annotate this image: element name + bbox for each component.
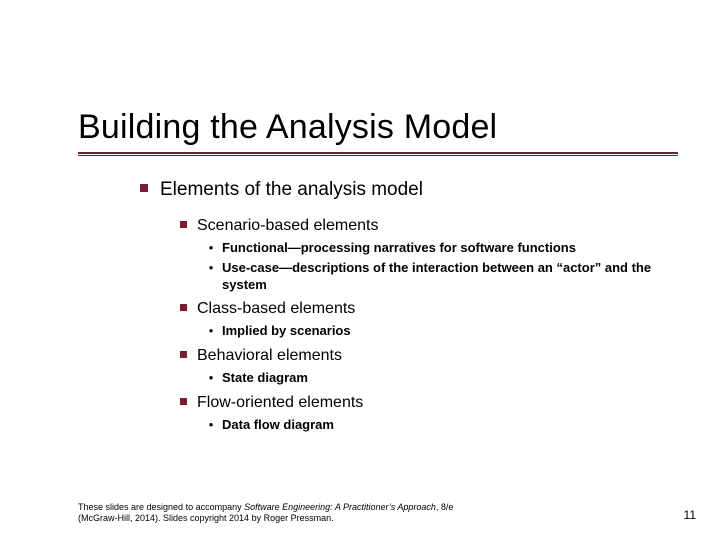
footer-line2: (McGraw-Hill, 2014). Slides copyright 20…: [78, 513, 334, 523]
bullet-level3-text: Data flow diagram: [222, 417, 334, 434]
dot-bullet-icon: •: [208, 417, 214, 434]
dot-bullet-icon: •: [208, 370, 214, 387]
bullet-level2: Behavioral elements: [180, 346, 680, 366]
dot-bullet-icon: •: [208, 260, 214, 277]
bullet-level2-text: Behavioral elements: [197, 346, 342, 366]
footer-line1-pre: These slides are designed to accompany: [78, 502, 244, 512]
square-bullet-icon: [180, 304, 187, 311]
slide: Building the Analysis Model Elements of …: [0, 0, 720, 540]
bullet-level2: Flow-oriented elements: [180, 393, 680, 413]
level3-container: • Data flow diagram: [208, 417, 680, 434]
page-number: 11: [684, 508, 696, 522]
square-bullet-icon: [180, 221, 187, 228]
bullet-level3-text: Use-case—descriptions of the interaction…: [222, 260, 680, 294]
level2-container: Scenario-based elements • Functional—pro…: [180, 216, 680, 434]
bullet-level3: • Use-case—descriptions of the interacti…: [208, 260, 680, 294]
level3-container: • Functional—processing narratives for s…: [208, 240, 680, 294]
bullet-level1: Elements of the analysis model: [140, 178, 680, 202]
title-underline: [78, 152, 678, 157]
bullet-level3: • Data flow diagram: [208, 417, 680, 434]
bullet-level3: • State diagram: [208, 370, 680, 387]
footer-line1-italic: Software Engineering: A Practitioner’s A…: [244, 502, 436, 512]
bullet-level2: Scenario-based elements: [180, 216, 680, 236]
footer-text: These slides are designed to accompany S…: [78, 502, 618, 525]
slide-title: Building the Analysis Model: [78, 108, 497, 147]
bullet-level3-text: Implied by scenarios: [222, 323, 351, 340]
square-bullet-icon: [140, 184, 148, 192]
bullet-level3: • Implied by scenarios: [208, 323, 680, 340]
level3-container: • State diagram: [208, 370, 680, 387]
bullet-level1-text: Elements of the analysis model: [160, 178, 423, 202]
footer-line1-post: , 8/e: [436, 502, 454, 512]
dot-bullet-icon: •: [208, 323, 214, 340]
square-bullet-icon: [180, 351, 187, 358]
level3-container: • Implied by scenarios: [208, 323, 680, 340]
content-area: Elements of the analysis model Scenario-…: [140, 178, 680, 436]
bullet-level2-text: Scenario-based elements: [197, 216, 378, 236]
bullet-level3-text: Functional—processing narratives for sof…: [222, 240, 576, 257]
bullet-level3-text: State diagram: [222, 370, 308, 387]
bullet-level2-text: Flow-oriented elements: [197, 393, 363, 413]
dot-bullet-icon: •: [208, 240, 214, 257]
bullet-level2-text: Class-based elements: [197, 299, 355, 319]
bullet-level2: Class-based elements: [180, 299, 680, 319]
bullet-level3: • Functional—processing narratives for s…: [208, 240, 680, 257]
square-bullet-icon: [180, 398, 187, 405]
